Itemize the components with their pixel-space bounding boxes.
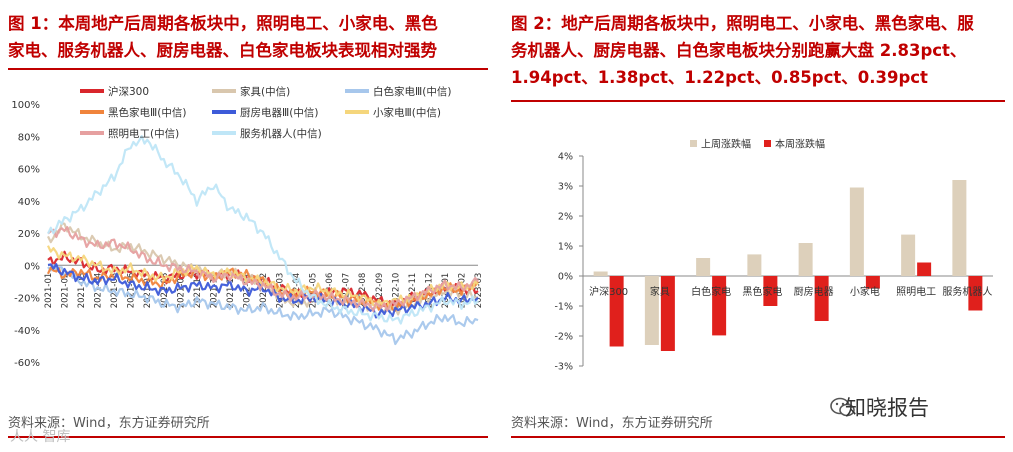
- right-title-line-2: 务机器人、厨房电器、白色家电板块分别跑赢大盘 2.83pct、: [511, 41, 967, 60]
- bar: [593, 271, 608, 276]
- bar: [968, 276, 983, 311]
- left-title-line-2: 家电、服务机器人、厨房电器、白色家电板块表现相对强势: [8, 41, 437, 60]
- x-tick-label: 2022-11: [408, 273, 418, 309]
- legend-label: 沪深300: [108, 85, 149, 98]
- bar: [660, 276, 675, 351]
- bar: [814, 276, 829, 321]
- legend-label: 家具(中信): [240, 85, 290, 98]
- x-tick-label: 2021-10: [193, 273, 203, 309]
- right-source: 资料来源：Wind，东方证券研究所: [511, 416, 713, 431]
- y-tick-label: 100%: [11, 100, 40, 111]
- y-tick-label: 2%: [558, 212, 573, 223]
- bar: [609, 276, 624, 347]
- right-title-line-1: 图 2：地产后周期各板块中，照明电工、小家电、黑色家电、服: [511, 14, 974, 33]
- x-tick-label: 2021-01: [44, 273, 54, 309]
- y-tick-label: -20%: [14, 294, 40, 305]
- series-line: [47, 226, 479, 312]
- left-source: 资料来源：Wind，东方证券研究所: [8, 416, 210, 431]
- x-tick-label: 2021-04: [94, 273, 104, 309]
- series-line: [47, 263, 479, 346]
- left-title-line-1: 图 1：本周地产后周期各板块中，照明电工、小家电、黑色: [8, 14, 438, 33]
- legend-label: 小家电Ⅲ(中信): [373, 106, 441, 119]
- category-label: 小家电: [850, 285, 880, 298]
- x-tick-label: 2021-11: [209, 273, 219, 309]
- y-tick-label: 20%: [18, 229, 40, 240]
- bar: [712, 276, 727, 336]
- left-title: 图 1：本周地产后周期各板块中，照明电工、小家电、黑色 家电、服务机器人、厨房电…: [8, 10, 438, 64]
- right-bottom-rule: [511, 436, 1005, 438]
- y-tick-label: 80%: [18, 132, 40, 143]
- x-tick-label: 2021-09: [176, 273, 186, 309]
- line-chart: 100% 80% 60% 40% 20% 0% -20% -40% -60% 2021-01 202…: [11, 85, 484, 369]
- x-tick-label: 2021-12: [226, 273, 236, 309]
- y-tick-label: -2%: [555, 332, 574, 343]
- legend-label: 白色家电Ⅲ(中信): [373, 85, 451, 98]
- legend-label: 照明电工(中信): [108, 127, 179, 140]
- left-panel: 图 1：本周地产后周期各板块中，照明电工、小家电、黑色 家电、服务机器人、厨房电…: [0, 0, 498, 452]
- right-title-rule: [511, 100, 1005, 102]
- x-tick-label: 2021-02: [61, 273, 71, 309]
- y-tick-label: 40%: [18, 197, 40, 208]
- wechat-icon: [830, 397, 855, 417]
- series-line: [47, 135, 479, 325]
- category-label: 沪深300: [589, 285, 628, 298]
- legend-label: 上周涨跌幅: [701, 138, 751, 151]
- legend-label: 厨房电器Ⅲ(中信): [240, 106, 318, 119]
- right-title: 图 2：地产后周期各板块中，照明电工、小家电、黑色家电、服 务机器人、厨房电器、…: [511, 10, 1007, 91]
- bar: [798, 243, 813, 276]
- y-tick-label: 0%: [558, 272, 573, 283]
- bar: [696, 258, 711, 276]
- y-tick-label: -3%: [555, 362, 574, 373]
- category-label: 厨房电器: [794, 285, 834, 298]
- legend-label: 本周涨跌幅: [775, 138, 825, 151]
- x-tick-label: 2022-08: [358, 273, 368, 309]
- legend-label: 黑色家电Ⅲ(中信): [108, 106, 186, 119]
- bar: [763, 276, 778, 306]
- category-label: 照明电工: [896, 285, 936, 298]
- right-panel: 图 2：地产后周期各板块中，照明电工、小家电、黑色家电、服 务机器人、厨房电器、…: [505, 0, 1013, 452]
- x-tick-label: 2021-06: [127, 273, 137, 309]
- legend-swatch: [690, 140, 697, 147]
- x-tick-label: 2022-10: [391, 273, 401, 309]
- y-tick-label: 3%: [558, 182, 573, 193]
- bar: [747, 254, 762, 276]
- category-label: 黑色家电: [742, 285, 782, 298]
- left-watermark: 人人 智库: [10, 429, 71, 445]
- category-label: 服务机器人: [942, 285, 992, 298]
- x-tick-label: 2022-09: [375, 273, 385, 309]
- y-tick-label: -40%: [14, 326, 40, 337]
- right-title-line-3: 1.94pct、1.38pct、1.22pct、0.85pct、0.39pct: [511, 68, 928, 87]
- bar: [952, 180, 967, 276]
- x-tick-label: 2023-03: [474, 273, 484, 309]
- bar: [901, 234, 916, 276]
- category-label: 家具: [650, 285, 670, 298]
- legend-swatch: [764, 140, 771, 147]
- y-tick-label: 1%: [558, 242, 573, 253]
- left-bottom-rule: [8, 436, 488, 438]
- y-tick-label: 4%: [558, 152, 573, 163]
- y-tick-label: 0%: [24, 261, 40, 272]
- right-watermark: 知晓报告: [845, 396, 929, 420]
- legend-label: 服务机器人(中信): [240, 127, 322, 140]
- x-tick-label: 2021-03: [77, 273, 87, 309]
- bar: [849, 187, 864, 276]
- bar: [644, 276, 659, 345]
- left-title-rule: [8, 68, 488, 70]
- x-tick-label: 2021-07: [143, 273, 153, 309]
- bar: [865, 276, 880, 289]
- bar-chart: 4% 3% 2% 1% 0% -1% -2% -3% 沪深300 家具 白色家电 黑色家电 厨房电器 小家…: [555, 138, 993, 373]
- category-label: 白色家电: [691, 285, 731, 298]
- y-tick-label: -1%: [555, 302, 574, 313]
- y-tick-label: -60%: [14, 358, 40, 369]
- y-tick-label: 60%: [18, 165, 40, 176]
- bar: [917, 262, 932, 276]
